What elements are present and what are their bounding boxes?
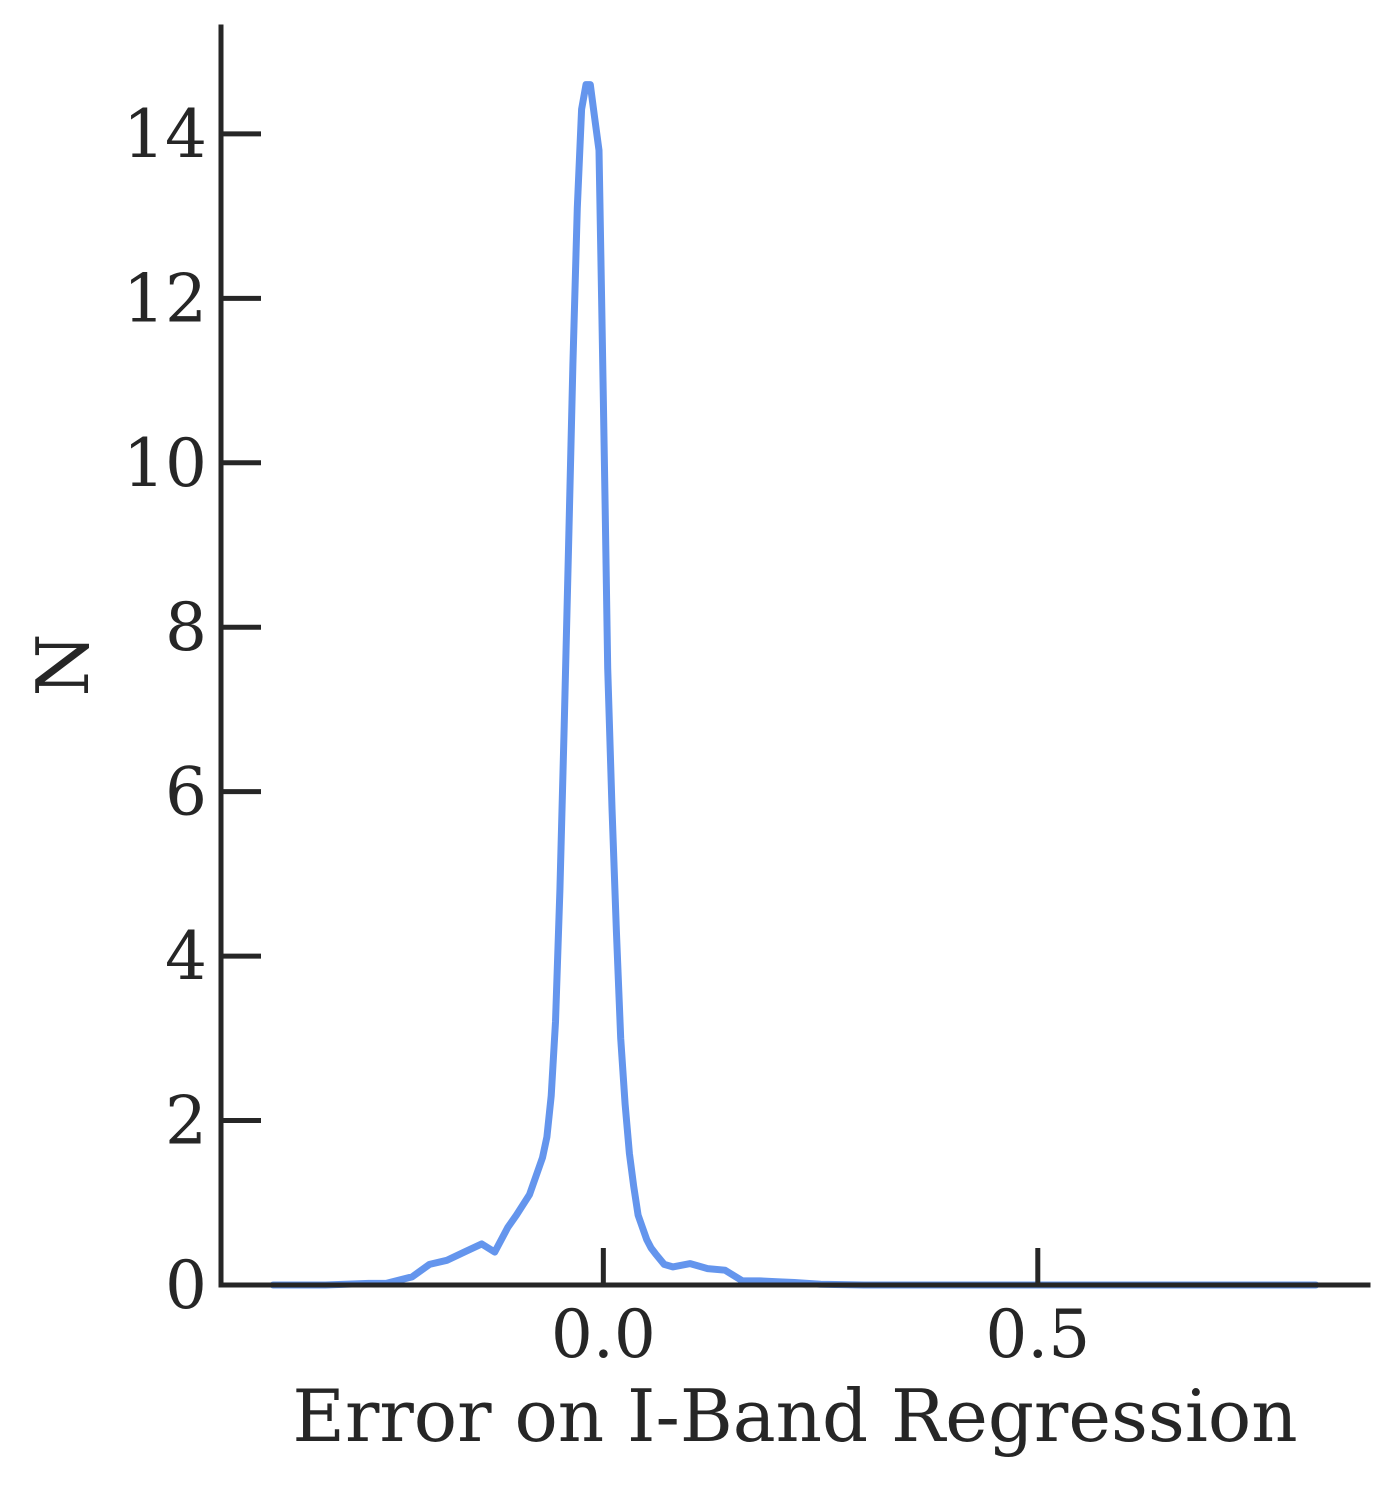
y-tick-label: 12 bbox=[123, 260, 207, 337]
y-tick-label: 4 bbox=[165, 918, 207, 995]
y-tick-label: 14 bbox=[123, 96, 207, 173]
x-tick-label: 0.5 bbox=[985, 1296, 1090, 1373]
y-tick-label: 6 bbox=[165, 754, 207, 831]
series-line bbox=[269, 81, 1320, 1289]
x-tick-label: 0.0 bbox=[551, 1296, 656, 1373]
y-axis-label: N bbox=[21, 634, 105, 697]
y-tick-label: 2 bbox=[165, 1083, 207, 1160]
y-tick-label: 8 bbox=[165, 589, 207, 666]
x-axis-label: Error on I-Band Regression bbox=[292, 1374, 1297, 1458]
y-ticks: 0 2 4 6 8 10 12 14 bbox=[123, 96, 261, 1324]
series-layer bbox=[269, 81, 1320, 1289]
x-ticks: 0.0 0.5 bbox=[551, 1248, 1090, 1373]
y-tick-label: 10 bbox=[123, 425, 207, 502]
y-tick-label: 0 bbox=[165, 1247, 207, 1324]
